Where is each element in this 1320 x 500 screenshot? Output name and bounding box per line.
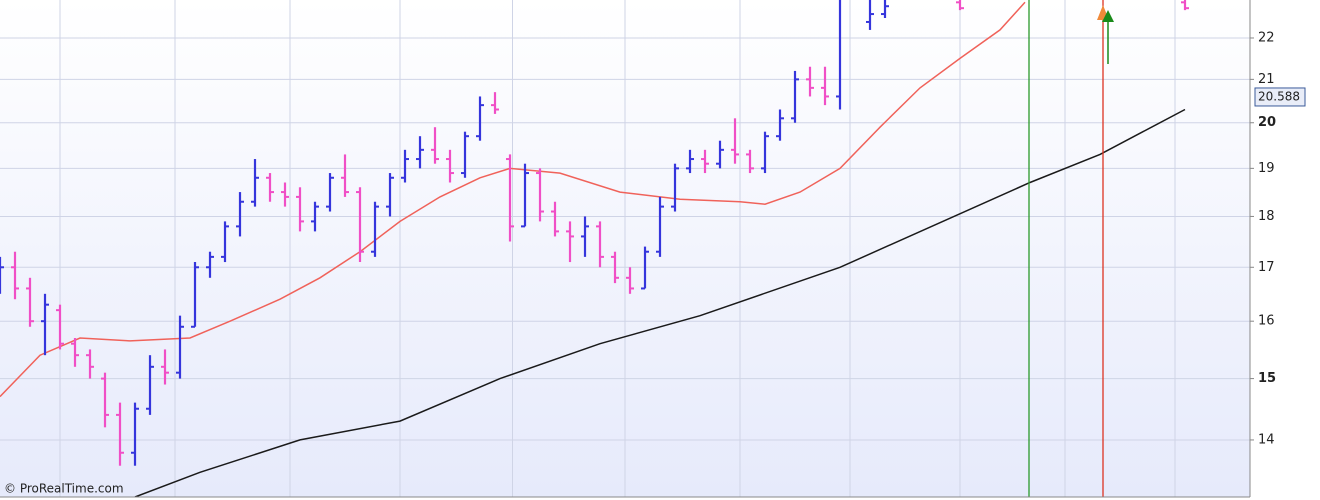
signal-arrow [1102,10,1114,22]
y-tick-label: 19 [1258,161,1275,176]
y-tick-label: 20 [1258,115,1276,130]
y-tick-label: 21 [1258,72,1275,87]
y-tick-label: 16 [1258,314,1275,329]
last-value-label: 20.588 [1258,89,1300,103]
last-value-box [1254,87,1306,107]
moving-average [134,108,1186,497]
plot [0,0,1250,497]
y-tick-label: 22 [1258,30,1275,45]
y-tick-label: 18 [1258,209,1275,224]
y-tick-label: 14 [1258,432,1275,447]
y-tick-label: 15 [1258,371,1276,386]
y-tick-label: 17 [1258,260,1275,275]
watermark: © ProRealTime.com [4,482,124,496]
